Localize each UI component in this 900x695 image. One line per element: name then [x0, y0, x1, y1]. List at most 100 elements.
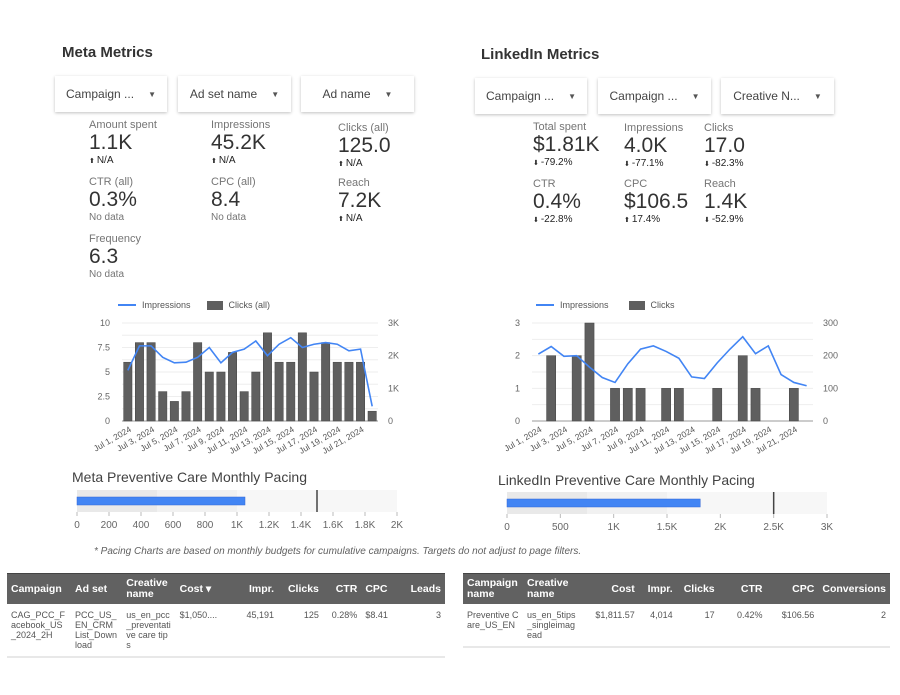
meta-pacing-title: Meta Preventive Care Monthly Pacing: [72, 469, 307, 485]
left-axis-tick: 10: [100, 318, 110, 328]
bar-clicks: [309, 371, 319, 422]
linkedin-pacing-title: LinkedIn Preventive Care Monthly Pacing: [498, 472, 755, 488]
kpi-frequency: Frequency 6.3 No data: [89, 233, 141, 280]
pacing-axis-tick: 400: [133, 520, 150, 531]
right-axis-tick: 3K: [388, 318, 399, 328]
kpi-cpc: CPC $106.5 ⬆ 17.4%: [624, 178, 688, 225]
chevron-down-icon: ▼: [813, 91, 822, 101]
pacing-axis-tick: 1K: [231, 520, 244, 531]
column-header[interactable]: Cost ▾: [175, 573, 238, 604]
line-impressions: [537, 335, 807, 387]
pacing-axis-tick: 2.5K: [763, 522, 784, 533]
legend-impressions: Impressions: [560, 300, 609, 310]
legend-bar-swatch: [206, 300, 223, 310]
table-cell: Preventive Care_US_EN: [463, 604, 523, 647]
table-cell: $1,811.57: [580, 604, 639, 647]
linkedin-filter-campaign-1[interactable]: Campaign ... ▼: [475, 78, 587, 114]
kpi-label: Clicks: [704, 122, 734, 134]
meta-filter-ad-set[interactable]: Ad set name ▼: [178, 76, 291, 112]
arrow-up-icon: ⬆: [89, 158, 97, 165]
kpi-delta-value: -77.1%: [631, 158, 664, 169]
column-header[interactable]: Clicks: [278, 573, 323, 604]
column-header[interactable]: Conversions: [818, 573, 890, 604]
column-header[interactable]: Impr.: [237, 573, 279, 604]
column-header[interactable]: CPC: [766, 573, 819, 604]
pacing-actual-bar: [506, 498, 701, 508]
bar-clicks: [297, 332, 307, 422]
kpi-delta: ⬇ -77.1%: [624, 158, 683, 169]
legend-clicks: Clicks: [650, 300, 675, 310]
kpi-value: 1.1K: [89, 131, 133, 154]
bar-clicks: [661, 388, 671, 422]
linkedin-filter-creative[interactable]: Creative N... ▼: [721, 78, 834, 114]
table-cell: 0.42%: [718, 604, 767, 647]
kpi-reach: Reach 7.2K ⬆ N/A: [338, 177, 381, 224]
bar-clicks: [239, 391, 249, 422]
kpi-reach: Reach 1.4K ⬇ -52.9%: [704, 178, 747, 225]
arrow-down-icon: ⬇: [533, 217, 541, 224]
table-cell: 4,014: [638, 604, 677, 647]
meta-ads-table: Campaign Ad set Creative name Cost ▾ Impr. Cl…: [7, 573, 445, 658]
pacing-axis-tick: 2K: [714, 522, 727, 533]
kpi-value: 17.0: [704, 134, 745, 157]
bar-clicks: [344, 361, 354, 422]
meta-filter-ad-name[interactable]: Ad name ▼: [301, 76, 414, 112]
table-row[interactable]: CAG_PCC_Facebook_US_2024_2H PCC_US_EN_CRM…: [7, 604, 445, 657]
bar-clicks: [274, 361, 284, 422]
arrow-up-icon: ⬆: [338, 216, 346, 223]
bar-clicks: [169, 401, 179, 422]
column-header[interactable]: Leads: [404, 573, 445, 604]
column-header[interactable]: Cost: [580, 573, 639, 604]
pacing-axis-tick: 1K: [608, 522, 621, 533]
column-header[interactable]: Clicks: [676, 573, 719, 604]
kpi-impressions: Impressions 45.2K ⬆ N/A: [211, 119, 270, 166]
kpi-label: Frequency: [89, 233, 141, 245]
meta-filter-campaign[interactable]: Campaign ... ▼: [55, 76, 167, 112]
kpi-label: Clicks (all): [338, 122, 389, 134]
column-header[interactable]: Creative name: [122, 573, 176, 604]
kpi-clicks-all: Clicks (all) 125.0 ⬆ N/A: [338, 122, 391, 169]
filter-label: Campaign ...: [486, 89, 555, 103]
right-axis-tick: 100: [823, 383, 838, 393]
column-header[interactable]: Campaign name: [463, 573, 523, 604]
kpi-no-data: No data: [211, 212, 247, 223]
kpi-no-data: No data: [89, 269, 125, 280]
kpi-delta-value: 17.4%: [631, 214, 661, 225]
table-cell: us_en_5tips_singleimagead: [522, 604, 581, 647]
column-header[interactable]: CTR: [718, 573, 767, 604]
bar-clicks: [286, 361, 296, 422]
column-header[interactable]: Campaign: [7, 573, 72, 604]
arrow-up-icon: ⬆: [338, 161, 346, 168]
pacing-axis-tick: 1.5K: [657, 522, 678, 533]
bar-clicks: [193, 342, 203, 422]
column-header[interactable]: Creative name: [522, 573, 581, 604]
pacing-axis-tick: 0: [504, 522, 510, 533]
bar-clicks: [635, 388, 646, 422]
column-header[interactable]: CPC: [361, 573, 404, 604]
table-cell: 2: [818, 604, 890, 647]
kpi-delta: ⬆ 17.4%: [624, 214, 688, 225]
linkedin-filter-campaign-2[interactable]: Campaign ... ▼: [598, 78, 711, 114]
kpi-impressions: Impressions 4.0K ⬇ -77.1%: [624, 122, 683, 169]
column-header[interactable]: Impr.: [638, 573, 677, 604]
kpi-value: 1.4K: [704, 190, 748, 213]
spacer-cell: [7, 656, 445, 658]
linkedin-section-title: LinkedIn Metrics: [481, 46, 600, 63]
kpi-value: 0.4%: [533, 190, 581, 213]
column-header[interactable]: Ad set: [71, 573, 123, 604]
pacing-axis-tick: 800: [197, 520, 214, 531]
bar-clicks: [158, 391, 168, 422]
table-row[interactable]: Preventive Care_US_EN us_en_5tips_singlei…: [463, 604, 890, 647]
kpi-delta-value: -82.3%: [711, 158, 744, 169]
bar-clicks: [216, 371, 226, 422]
kpi-delta: ⬇ -79.2%: [533, 157, 600, 168]
pacing-axis-tick: 0: [74, 520, 80, 531]
left-axis-tick: 2.5: [97, 392, 110, 402]
kpi-label: CTR (all): [89, 176, 133, 188]
column-header[interactable]: CTR: [322, 573, 362, 604]
kpi-value: 0.3%: [89, 188, 137, 211]
left-axis-tick: 0: [515, 416, 520, 426]
right-axis-tick: 0: [388, 416, 393, 426]
bar-clicks: [622, 388, 633, 422]
pacing-axis-tick: 1.8K: [355, 520, 376, 531]
